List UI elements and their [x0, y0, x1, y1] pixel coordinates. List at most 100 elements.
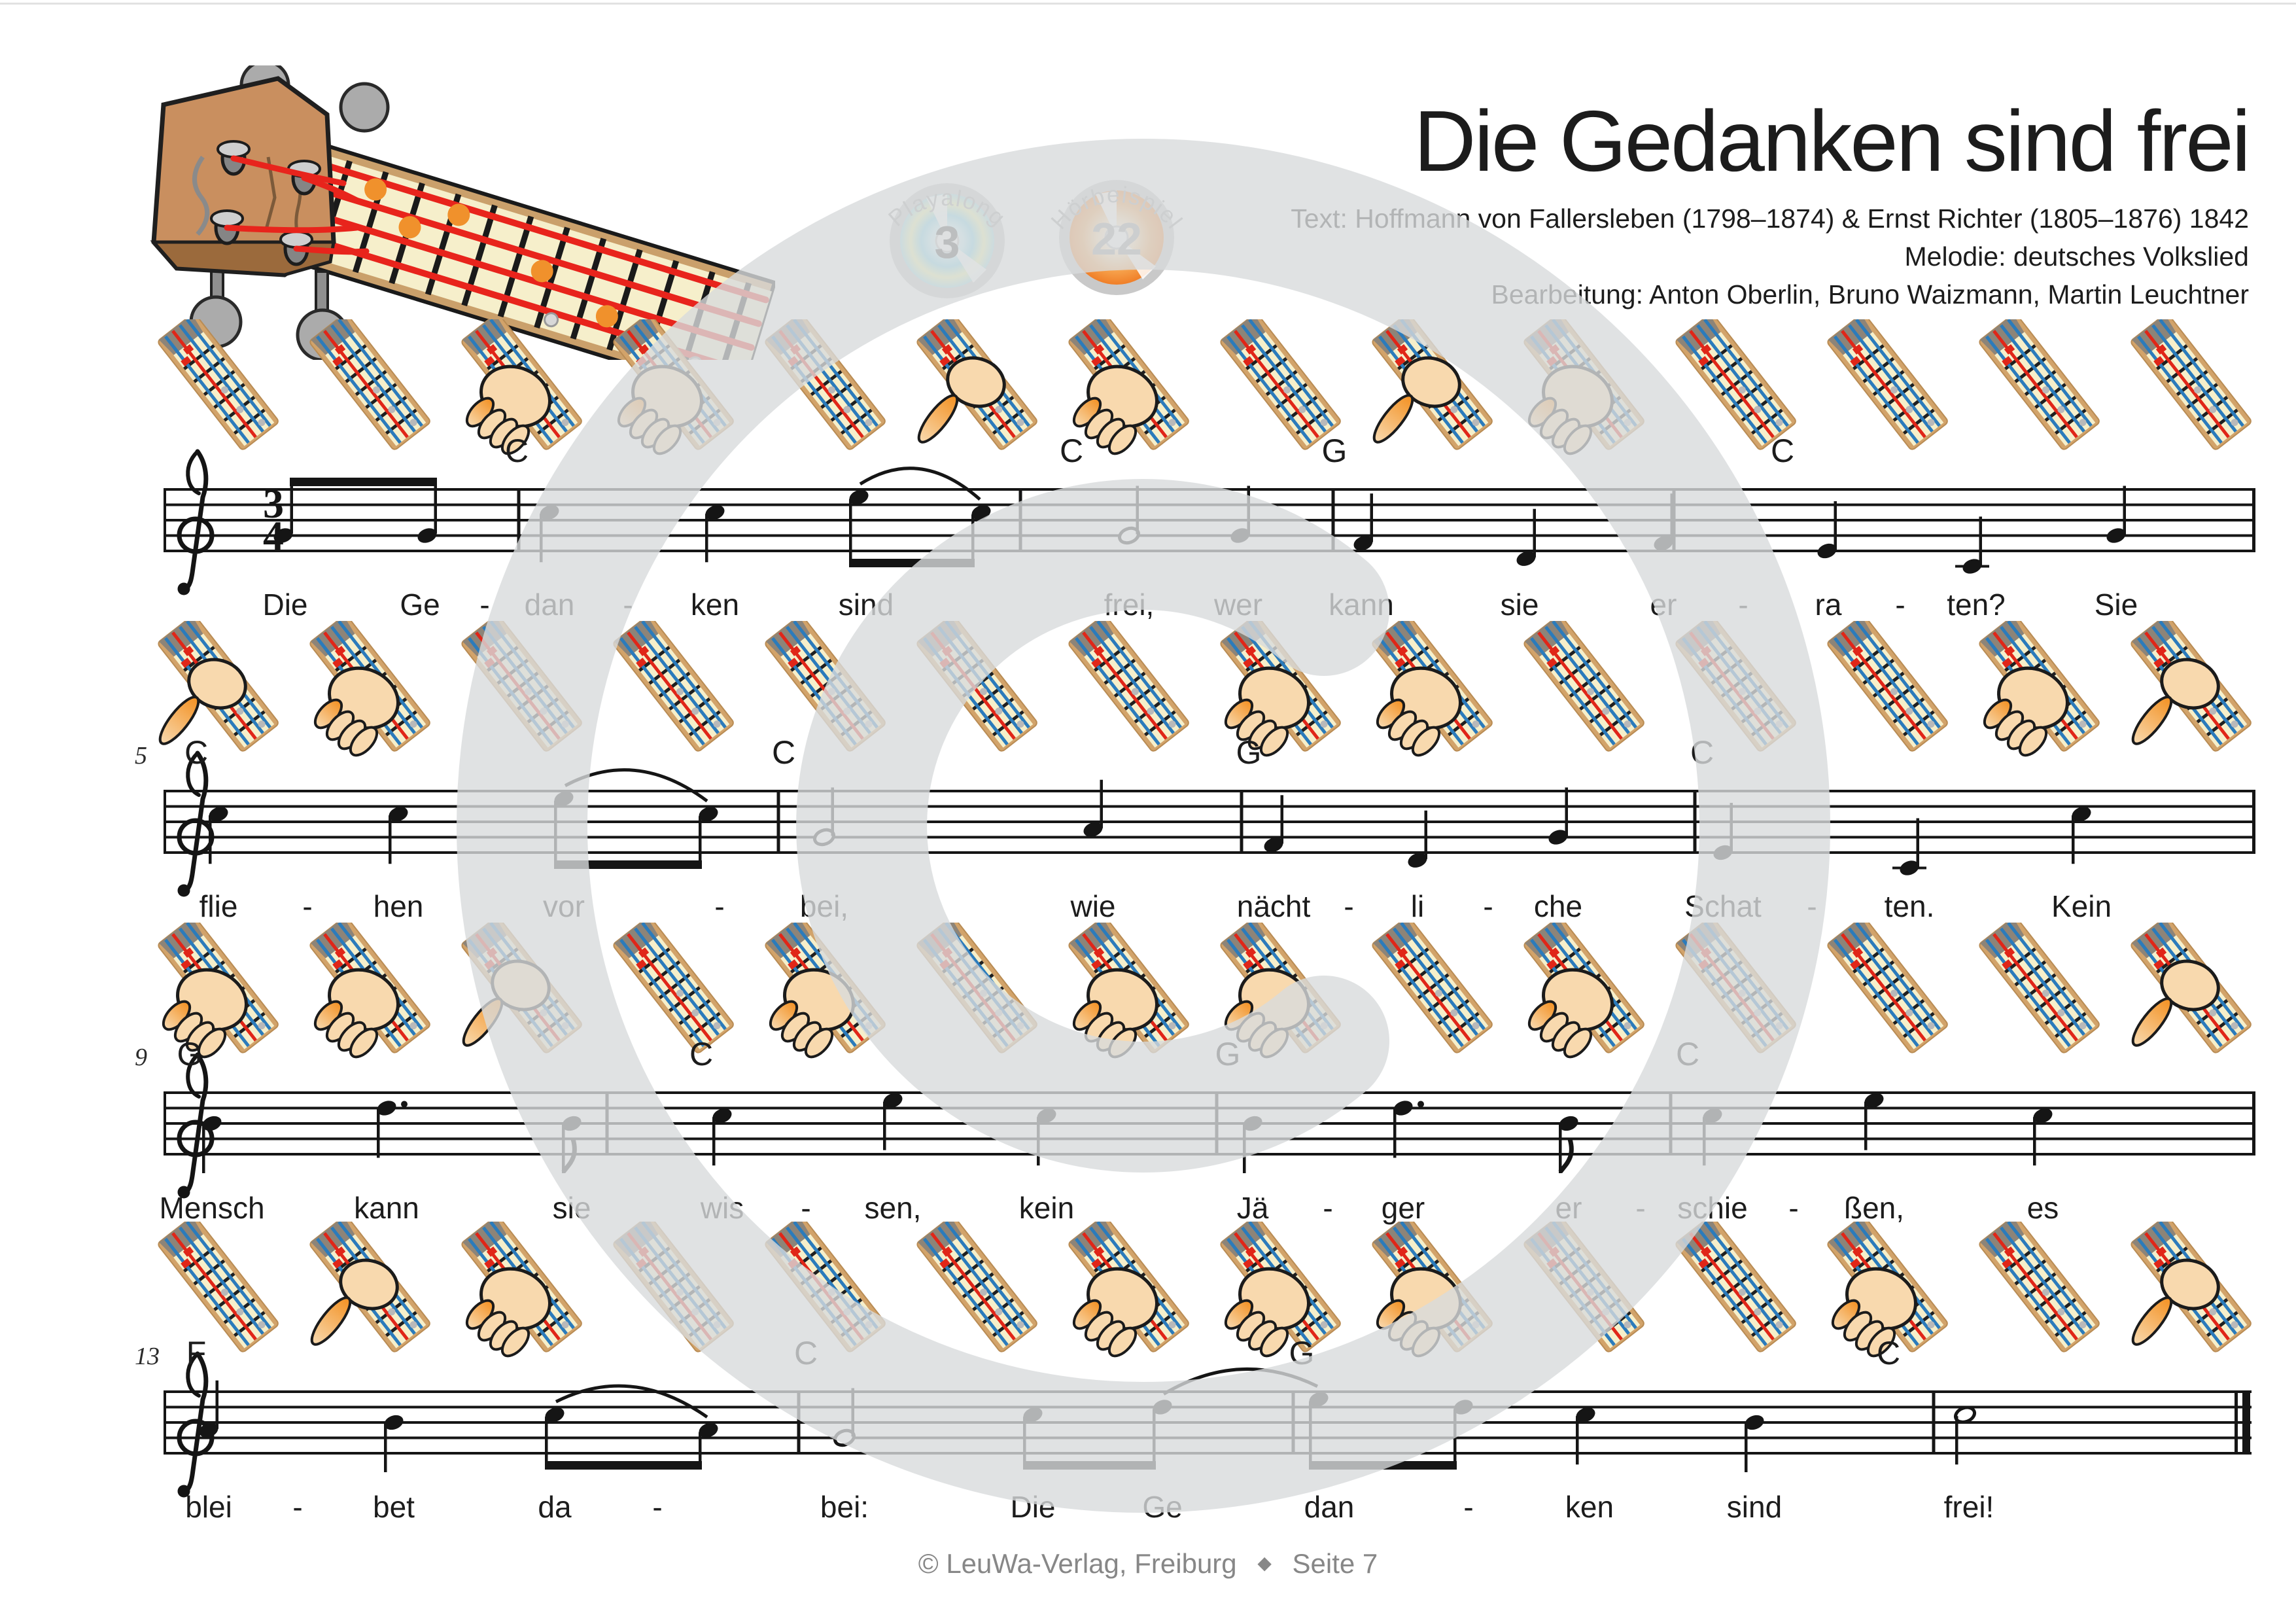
lyric-syllable: -	[1738, 588, 1748, 622]
staff	[164, 1390, 2252, 1455]
lyric-syllable: Die	[262, 588, 307, 622]
lyric-syllable: -	[1344, 889, 1353, 923]
lyric-syllable: wis	[700, 1191, 744, 1225]
measure-number: 5	[135, 742, 147, 769]
lyric-syllable: kann	[1329, 588, 1394, 622]
chord-label: C	[1060, 432, 1083, 469]
fretboard-diagram	[765, 923, 886, 1059]
hand-illustration	[313, 666, 400, 757]
playalong-track-number: 3	[935, 217, 960, 268]
fretboard-diagram	[461, 621, 582, 752]
fretboard-diagram	[1827, 1222, 1948, 1358]
page-edge-rule	[0, 3, 2296, 5]
lyric-syllable: bei:	[820, 1490, 869, 1524]
fretboard-diagram	[1523, 319, 1644, 455]
lyric-syllable: blei	[185, 1490, 232, 1524]
lyric-syllable: sind	[839, 588, 894, 622]
hand-illustration	[2131, 1258, 2220, 1346]
measure-number: 13	[135, 1343, 160, 1370]
fretboard-diagram	[1068, 923, 1189, 1059]
hand-illustration	[1983, 666, 2069, 757]
fretboard-diagram	[309, 621, 430, 757]
lyric-syllable: ßen,	[1844, 1191, 1904, 1225]
treble-clef-icon	[177, 1052, 215, 1199]
lyric-syllable: hen	[374, 889, 424, 923]
chord-label: G	[1236, 734, 1262, 771]
lyric-syllable: vor	[543, 889, 585, 923]
lyric-syllable: li	[1411, 889, 1424, 923]
lyric-syllable: er	[1556, 1191, 1582, 1225]
lyric-syllable: Mensch	[159, 1191, 264, 1225]
fretboard-diagram	[613, 1222, 734, 1352]
lyric-syllable: Kein	[2051, 889, 2112, 923]
chord-label: C	[772, 734, 795, 771]
fretboard-diagram	[1068, 319, 1189, 455]
measure-number: 9	[135, 1044, 147, 1071]
lyric-syllable: da	[538, 1490, 572, 1524]
slur	[564, 768, 708, 803]
lyric-syllable: nächt	[1237, 889, 1311, 923]
hand-illustration	[158, 658, 247, 745]
notes	[202, 1093, 2053, 1174]
staff	[164, 790, 2255, 854]
notes	[199, 1380, 1977, 1472]
lyric-syllable: wie	[1070, 889, 1115, 923]
treble-clef-icon	[177, 750, 215, 897]
fretboard-diagram	[158, 621, 279, 752]
chord-label: C	[1771, 432, 1794, 469]
lyric-syllable: Jä	[1237, 1191, 1269, 1225]
lyric-syllable: ken	[1565, 1490, 1614, 1524]
fretboard-diagram	[1979, 319, 2100, 450]
fretboard-diagram	[765, 319, 886, 450]
lyric-syllable: -	[623, 588, 633, 622]
lyric-syllable: frei,	[1104, 588, 1155, 622]
fretboard-diagram	[1979, 1222, 2100, 1352]
lyric-syllable: wer	[1213, 588, 1262, 622]
lyrics-line: blei - bet da - bei: Die Ge dan - ken sind frei!	[185, 1490, 1994, 1524]
fretboard-diagram	[2131, 319, 2252, 450]
chord-label: G	[1289, 1335, 1315, 1371]
lyric-syllable: Schat	[1684, 889, 1762, 923]
hoerbeispiel-track-number: 22	[1091, 213, 1142, 264]
fretboard-diagram	[1372, 621, 1493, 757]
fretboard-diagram	[1523, 621, 1644, 752]
lyric-syllable: es	[2027, 1191, 2059, 1225]
lyric-syllable: -	[1895, 588, 1905, 622]
lyric-syllable: -	[652, 1490, 662, 1524]
strings	[224, 155, 370, 255]
lyric-syllable: -	[714, 889, 724, 923]
fretboard-diagram	[1979, 621, 2100, 757]
svg-text:3: 3	[263, 480, 284, 527]
headstock-logo	[192, 155, 210, 236]
fretboard-diagram	[1372, 319, 1493, 450]
lyric-syllable: ken	[691, 588, 739, 622]
credit-text-authors: Text: Hoffmann von Fallersleben (1798–18…	[1291, 203, 2249, 234]
fretboard-diagram	[916, 923, 1037, 1053]
lyric-syllable: Ge	[1142, 1490, 1182, 1524]
lyrics-line: flie - hen vor - bei, wie nächt - li - che Schat - ten…	[200, 889, 2112, 923]
chord-label: C	[1877, 1335, 1900, 1371]
fretboard-diagram	[1827, 923, 1948, 1053]
fretboard-diagram	[1675, 319, 1796, 450]
ukulele-headstock-illustration	[150, 65, 775, 360]
time-signature: 34	[263, 480, 284, 559]
lyric-syllable: -	[1807, 889, 1817, 923]
chord-label: C	[1690, 734, 1714, 771]
fretboard-diagram	[1675, 1222, 1796, 1352]
chord-label: C	[689, 1036, 713, 1072]
credit-melody: Melodie: deutsches Volkslied	[1904, 241, 2249, 272]
lyric-syllable: -	[292, 1490, 302, 1524]
chord-label: C	[794, 1335, 818, 1371]
fretboard-diagram	[158, 923, 279, 1059]
fretboard-diagram	[309, 319, 430, 450]
fretboard-diagram	[461, 1222, 582, 1358]
chord-label: F	[186, 1335, 207, 1371]
chord-label: C	[505, 432, 529, 469]
lyrics-line: Mensch kann sie wis - sen, kein Jä - ger er - schie -…	[159, 1191, 2059, 1225]
lyric-syllable: ger	[1382, 1191, 1425, 1225]
diamond-separator-icon: ◆	[1257, 1553, 1272, 1573]
fretboard-diagram	[1220, 319, 1341, 450]
